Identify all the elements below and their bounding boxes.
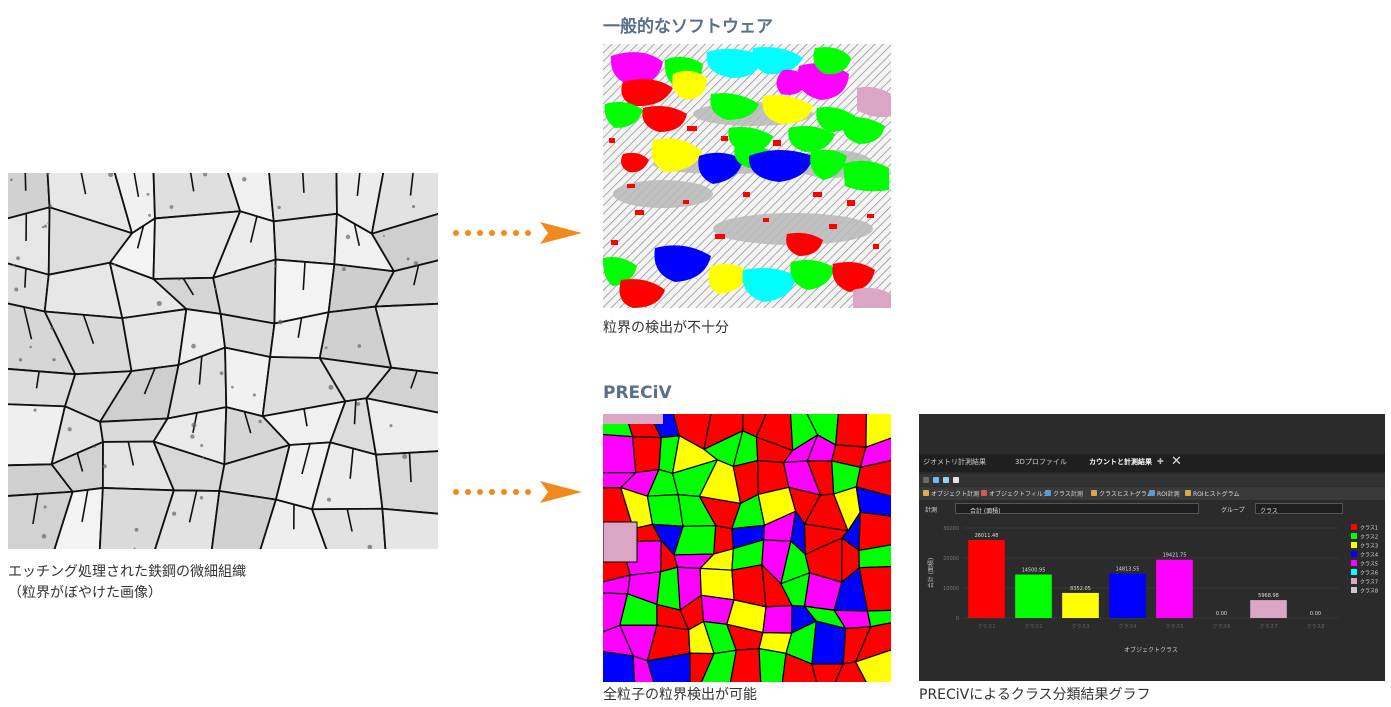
y-tick-label: 10000	[943, 586, 959, 592]
tab-geometry-results[interactable]: ジオメトリ計測結果	[923, 458, 986, 466]
legend-swatch	[1351, 551, 1357, 557]
bar-7	[1250, 600, 1287, 618]
subtab-class-histogram[interactable]: クラスヒストグラム	[1099, 491, 1153, 498]
arrow-bottom-icon	[453, 481, 582, 503]
preciv-caption: 全粒子の粒界検出が可能	[603, 687, 757, 703]
class-histogram-chart: 0 10000 20000 30000 合計 (面積) 26011.48 クラス1 14500…	[927, 524, 1378, 654]
bar-2	[1015, 574, 1052, 618]
panel-tab-bar: ジオメトリ計測結果 3Dプロファイル カウントと計測結果 ✚ ✕	[919, 454, 1385, 472]
data-label: 0.00	[1216, 611, 1227, 617]
class-histogram-icon	[1091, 490, 1097, 496]
roi-histogram-icon	[1185, 490, 1191, 496]
software-result-panel: ジオメトリ計測結果 3Dプロファイル カウントと計測結果 ✚ ✕ オブジェクト計…	[919, 414, 1385, 681]
x-tick-label: クラス7	[1259, 624, 1277, 630]
general-caption: 粒界の検出が不十分	[603, 320, 729, 336]
x-axis-label: オブジェクトクラス	[1124, 646, 1178, 654]
tab-3d-profile[interactable]: 3Dプロファイル	[1015, 458, 1067, 466]
legend-entry: クラス7	[1360, 580, 1378, 586]
subtab-object-measure[interactable]: オブジェクト計測	[931, 491, 980, 498]
bar-4	[1109, 573, 1146, 618]
x-tick-label: クラス1	[977, 624, 995, 630]
pin-icon[interactable]: ✚	[1157, 457, 1164, 466]
y-tick-label: 20000	[943, 556, 959, 562]
legend-entry: クラス6	[1360, 571, 1378, 577]
preciv-segmentation-image	[603, 414, 891, 682]
data-label: 8352.05	[1070, 586, 1091, 592]
data-label: 0.00	[1310, 611, 1321, 617]
y-tick-label: 0	[956, 616, 959, 622]
legend-entry: クラス5	[1360, 562, 1378, 568]
x-tick-label: クラス5	[1165, 624, 1183, 630]
toolbar-refresh-icon[interactable]	[933, 477, 939, 483]
legend-entry: クラス2	[1360, 535, 1378, 541]
legend-swatch	[1351, 524, 1357, 530]
panel-caption: PRECiVによるクラス分類結果グラフ	[919, 687, 1151, 703]
legend-entry: クラス4	[1360, 553, 1378, 559]
data-label: 5968.98	[1258, 593, 1279, 599]
legend-swatch	[1351, 569, 1357, 575]
measure-label: 計測	[925, 507, 938, 514]
data-label: 14813.55	[1116, 567, 1140, 573]
data-label: 14500.95	[1022, 567, 1046, 573]
group-select-value: クラス	[1260, 508, 1278, 515]
tab-count-results[interactable]: カウントと計測結果	[1089, 458, 1152, 466]
x-tick-label: クラス6	[1212, 624, 1230, 630]
object-filter-icon	[981, 490, 987, 496]
data-label: 19421.75	[1163, 553, 1187, 559]
toolbar-export-icon[interactable]	[943, 477, 949, 483]
legend-swatch	[1351, 560, 1357, 566]
bar-3	[1062, 592, 1099, 618]
x-tick-label: クラス3	[1071, 624, 1089, 630]
toolbar-document-icon[interactable]	[953, 477, 959, 483]
group-label: グループ	[1221, 507, 1245, 514]
object-measure-icon	[923, 490, 929, 496]
roi-measure-icon	[1149, 490, 1155, 496]
legend-entry: クラス3	[1360, 544, 1378, 550]
subtab-roi-measure[interactable]: ROI計測	[1157, 491, 1180, 498]
panel-selector-row: 計測 合計 (面積) グループ クラス	[919, 502, 1385, 516]
legend-swatch	[1351, 587, 1357, 593]
micrograph-caption-line1: エッチング処理された鉄鋼の微細組織	[8, 564, 246, 580]
legend-swatch	[1351, 533, 1357, 539]
general-software-heading: 一般的なソフトウェア	[603, 17, 773, 37]
data-label: 26011.48	[975, 533, 999, 539]
micrograph-caption-line2: （粒界がぼやけた画像）	[8, 585, 162, 601]
group-select[interactable]: クラス	[1255, 503, 1343, 515]
x-tick-label: クラス8	[1306, 624, 1324, 630]
panel-toolbar	[919, 474, 1385, 486]
subtab-class-measure[interactable]: クラス計測	[1053, 491, 1083, 498]
class-measure-icon	[1045, 490, 1051, 496]
legend-entry: クラス8	[1360, 589, 1378, 595]
legend-swatch	[1351, 542, 1357, 548]
legend-entry: クラス1	[1360, 526, 1378, 532]
subtab-object-filter[interactable]: オブジェクトフィルタ	[989, 491, 1049, 498]
measure-select-value: 合計 (面積)	[970, 508, 1001, 515]
close-icon[interactable]: ✕	[1171, 454, 1182, 469]
micrograph-grain-boundaries	[8, 173, 438, 549]
y-tick-label: 30000	[943, 526, 959, 532]
micrograph-image	[8, 173, 438, 549]
panel-subtab-bar: オブジェクト計測 オブジェクトフィルタ クラス計測 クラスヒストグラム ROI計…	[919, 487, 1385, 500]
arrow-top-icon	[453, 222, 582, 244]
legend-swatch	[1351, 578, 1357, 584]
bar-1	[968, 539, 1005, 618]
y-axis-label: 合計 (面積)	[927, 558, 935, 589]
preciv-heading: PRECiV	[603, 383, 672, 403]
measure-select[interactable]: 合計 (面積)	[955, 503, 1199, 515]
toolbar-grip-icon	[923, 477, 929, 483]
x-tick-label: クラス4	[1118, 624, 1136, 630]
bar-5	[1156, 559, 1193, 618]
subtab-roi-histogram[interactable]: ROIヒストグラム	[1193, 491, 1240, 498]
general-segmentation-image	[603, 44, 891, 308]
x-tick-label: クラス2	[1024, 624, 1042, 630]
